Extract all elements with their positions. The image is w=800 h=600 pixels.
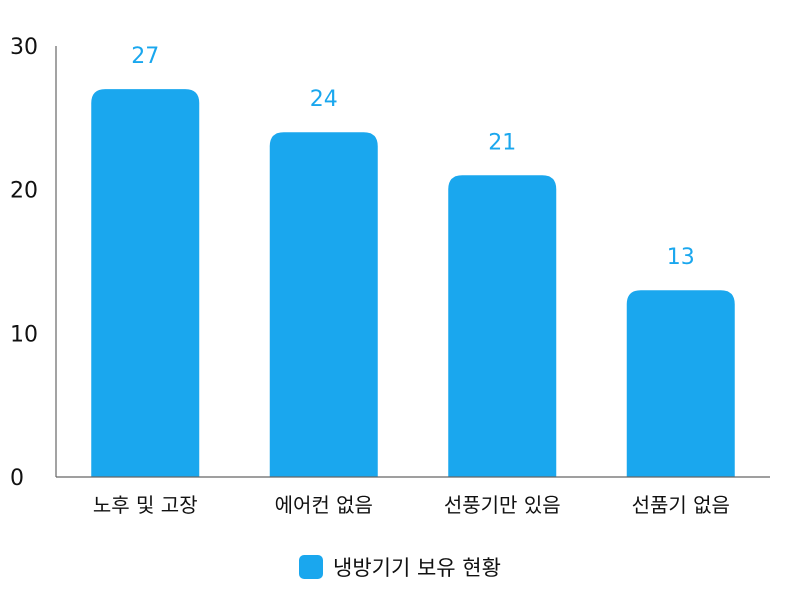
legend-label: 냉방기기 보유 현황 bbox=[333, 556, 501, 580]
x-axis-labels: 노후 및 고장 에어컨 없음 선풍기만 있음 선품기 없음 bbox=[93, 493, 730, 517]
x-tick-label: 선품기 없음 bbox=[632, 493, 730, 517]
x-tick-label: 노후 및 고장 bbox=[93, 493, 198, 517]
y-tick-label: 10 bbox=[10, 322, 38, 347]
data-label: 13 bbox=[667, 245, 695, 270]
data-labels-group: 27 24 21 13 bbox=[131, 44, 695, 270]
data-label: 24 bbox=[310, 87, 338, 112]
bar bbox=[626, 290, 735, 477]
y-axis-ticks: 0 10 20 30 bbox=[10, 35, 38, 491]
bars-group bbox=[91, 89, 735, 478]
bar bbox=[448, 175, 557, 478]
chart-canvas: 0 10 20 30 27 24 21 13 노후 및 고장 에어컨 없음 선풍기만 있음 선품기… bbox=[10, 35, 770, 517]
bar bbox=[269, 132, 378, 477]
data-label: 21 bbox=[488, 130, 516, 155]
bar bbox=[91, 89, 200, 477]
y-tick-label: 0 bbox=[10, 466, 24, 491]
legend: 냉방기기 보유 현황 bbox=[0, 552, 800, 582]
data-label: 27 bbox=[131, 44, 159, 69]
y-tick-label: 30 bbox=[10, 35, 38, 60]
y-tick-label: 20 bbox=[10, 179, 38, 204]
x-tick-label: 에어컨 없음 bbox=[275, 493, 373, 517]
x-tick-label: 선풍기만 있음 bbox=[444, 493, 561, 517]
legend-swatch bbox=[299, 555, 324, 579]
